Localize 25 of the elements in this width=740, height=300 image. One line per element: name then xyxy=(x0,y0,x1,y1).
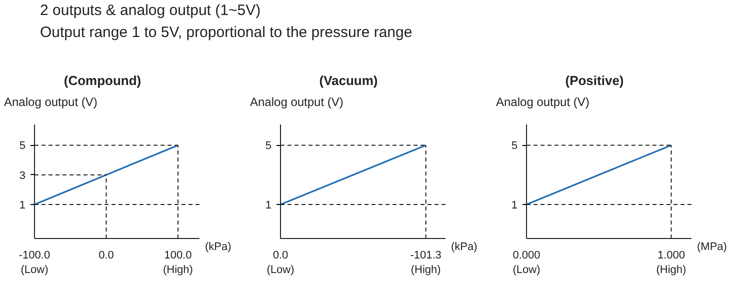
y-tick-label: 3 xyxy=(19,170,26,182)
x-tick-label: -101.3 (High) xyxy=(410,250,442,276)
y-tick-label: 5 xyxy=(511,140,518,152)
y-tick-label: 1 xyxy=(19,199,26,212)
chart-title: (Compound) xyxy=(62,72,142,90)
text: Output range 1 to 5V, proportional to the pressure range xyxy=(40,24,412,41)
x-axis-title: (kPa) xyxy=(451,240,478,255)
x-tick-label: -100.0 (Low) xyxy=(18,250,50,276)
chart-title: (Vacuum) xyxy=(318,72,379,90)
y-axis-title: Analog output (V) xyxy=(249,94,344,111)
y-tick-label: 5 xyxy=(19,140,26,152)
y-axis-title: Analog output (V) xyxy=(3,94,98,111)
y-tick-label: 1 xyxy=(265,199,272,212)
y-tick-label: 1 xyxy=(511,199,518,212)
y-tick-label: 5 xyxy=(265,140,272,152)
x-axis-title: (kPa) xyxy=(205,240,232,255)
x-tick-label: 0.0 (Low) xyxy=(266,250,294,276)
y-axis-title: Analog output (V) xyxy=(495,94,590,111)
x-axis-title: (MPa) xyxy=(697,240,727,255)
x-tick-label: 0.0 xyxy=(98,250,114,262)
x-tick-label: 0.000 (Low) xyxy=(512,250,540,276)
text: 2 outputs & analog output (1~5V) xyxy=(40,2,261,19)
x-tick-label: 1.000 (High) xyxy=(656,250,686,276)
x-tick-label: 100.0 (High) xyxy=(163,250,193,276)
chart-title: (Positive) xyxy=(564,72,625,90)
